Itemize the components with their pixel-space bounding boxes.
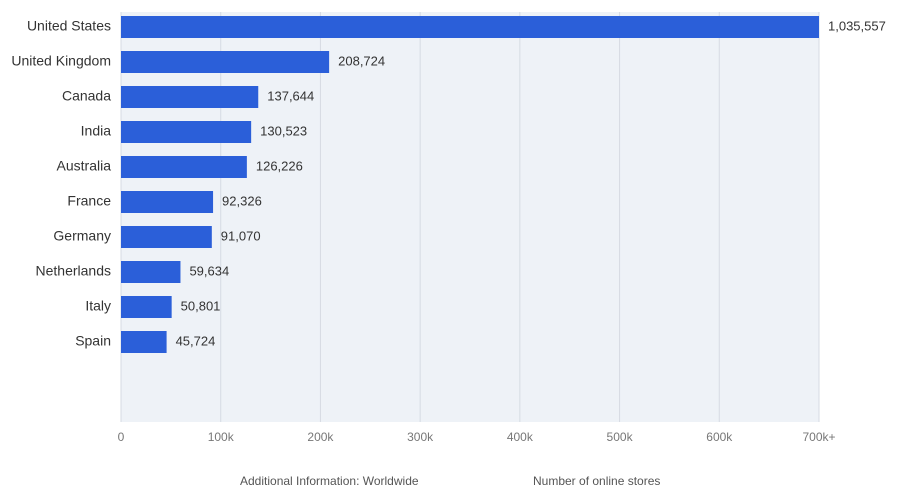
plot-background: [121, 12, 819, 422]
bar: [121, 226, 212, 248]
category-label: Canada: [62, 88, 111, 104]
x-tick-label: 300k: [407, 430, 434, 444]
bar: [121, 156, 247, 178]
x-tick-label: 600k: [706, 430, 733, 444]
category-label: Italy: [85, 298, 111, 314]
bar: [121, 51, 330, 73]
x-tick-label: 400k: [507, 430, 534, 444]
value-label: 92,326: [222, 193, 262, 208]
category-label: United Kingdom: [11, 53, 111, 69]
value-label: 59,634: [189, 263, 229, 278]
value-label: 130,523: [260, 123, 307, 138]
value-label: 91,070: [221, 228, 261, 243]
value-label: 126,226: [256, 158, 303, 173]
x-tick-label: 200k: [307, 430, 334, 444]
category-label: Australia: [57, 158, 112, 174]
bar: [121, 16, 819, 38]
category-label: Netherlands: [36, 263, 112, 279]
value-label: 45,724: [176, 333, 216, 348]
value-label: 1,035,557: [828, 18, 886, 33]
bar: [121, 331, 167, 353]
category-label: France: [67, 193, 111, 209]
value-label: 137,644: [267, 88, 314, 103]
x-tick-label: 100k: [208, 430, 235, 444]
metric-text: Number of online stores: [533, 474, 661, 488]
category-label: Germany: [53, 228, 111, 244]
bar: [121, 261, 181, 283]
category-label: United States: [27, 18, 111, 34]
additional-info-text: Additional Information: Worldwide: [240, 474, 419, 488]
category-label: Spain: [75, 333, 111, 349]
value-label: 50,801: [181, 298, 221, 313]
value-label: 208,724: [338, 53, 385, 68]
x-tick-label: 0: [118, 430, 125, 444]
category-label: India: [81, 123, 112, 139]
bar: [121, 86, 259, 108]
bar: [121, 121, 252, 143]
x-tick-label: 500k: [607, 430, 634, 444]
bar: [121, 296, 172, 318]
bar: [121, 191, 214, 213]
x-tick-label: 700k+: [802, 430, 835, 444]
